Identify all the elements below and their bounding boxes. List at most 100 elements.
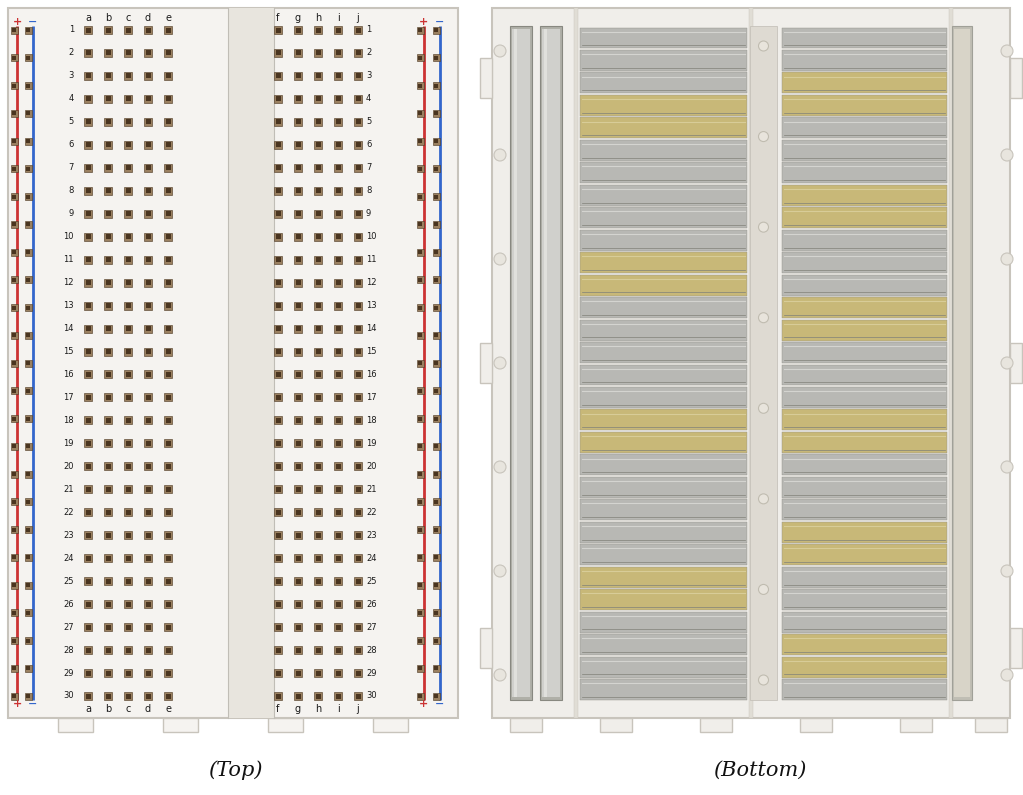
Bar [336,579,341,584]
Bar [144,301,152,309]
Bar [336,326,341,331]
Bar [10,443,17,450]
Bar [314,164,322,172]
Bar [166,257,171,262]
Bar [274,347,282,355]
Bar [356,693,360,699]
Text: 6: 6 [69,141,74,149]
Text: +: + [12,699,21,709]
Text: g: g [295,13,301,23]
Bar [105,510,110,515]
Bar [433,692,440,700]
Text: 18: 18 [366,416,376,425]
Bar [314,646,322,654]
Bar [354,164,362,172]
Bar [434,305,438,309]
Bar [26,417,30,421]
Bar [433,82,440,89]
Bar [433,471,440,478]
Bar [434,333,438,337]
Bar [315,395,320,400]
Bar [166,165,171,170]
Bar [540,26,562,700]
Bar [418,277,422,281]
Bar [418,528,422,532]
Text: 9: 9 [366,209,371,218]
Bar [126,280,131,285]
Text: 23: 23 [366,531,376,540]
Bar [333,646,342,654]
Bar [580,679,747,700]
Bar [144,233,152,241]
Bar [434,694,438,698]
Bar [580,140,747,161]
Bar [164,301,172,309]
Bar [26,28,30,32]
Bar [514,29,517,697]
Bar [433,609,440,616]
Bar [84,164,92,172]
Bar [124,141,132,149]
Bar [84,233,92,241]
Bar [296,395,301,400]
Bar [105,326,110,331]
Text: 15: 15 [63,347,74,356]
Bar [104,347,112,355]
Bar [12,361,16,365]
Bar [315,648,320,653]
Bar [12,111,16,115]
Bar [84,463,92,471]
Bar [333,26,342,34]
Bar [25,359,32,366]
Circle shape [1000,669,1013,681]
Bar [145,625,150,630]
Bar [314,600,322,608]
Text: 21: 21 [366,485,376,494]
Bar [12,305,16,309]
Bar [126,556,131,560]
Bar [145,463,150,469]
Bar [25,110,32,117]
Bar [145,96,150,102]
Bar [356,119,360,124]
Bar [434,167,438,171]
Bar [315,418,320,423]
Bar [418,83,422,87]
Bar [12,555,16,559]
Bar [124,531,132,539]
Bar [164,347,172,355]
Text: 17: 17 [366,393,376,402]
Bar [418,444,422,448]
Bar [315,235,320,239]
Bar [354,600,362,608]
Bar [580,95,747,116]
Circle shape [758,312,768,323]
Bar [434,56,438,60]
Circle shape [758,131,768,142]
Bar [145,441,150,446]
Circle shape [494,565,506,577]
Bar [418,361,422,365]
Bar [166,372,171,377]
Text: 2: 2 [366,48,371,57]
Bar [26,56,30,60]
Bar [10,165,17,173]
Bar [86,670,90,676]
Text: j: j [357,13,359,23]
Bar [314,118,322,126]
Bar [433,26,440,33]
Bar [749,8,753,718]
Bar [315,96,320,102]
Bar [126,487,131,492]
Text: 9: 9 [69,209,74,218]
Bar [144,95,152,103]
Bar [336,625,341,630]
Bar [314,347,322,355]
Bar [296,211,301,216]
Bar [25,193,32,200]
Bar [145,349,150,354]
Bar [144,394,152,401]
Bar [145,73,150,79]
Bar [336,280,341,285]
Bar [166,463,171,469]
